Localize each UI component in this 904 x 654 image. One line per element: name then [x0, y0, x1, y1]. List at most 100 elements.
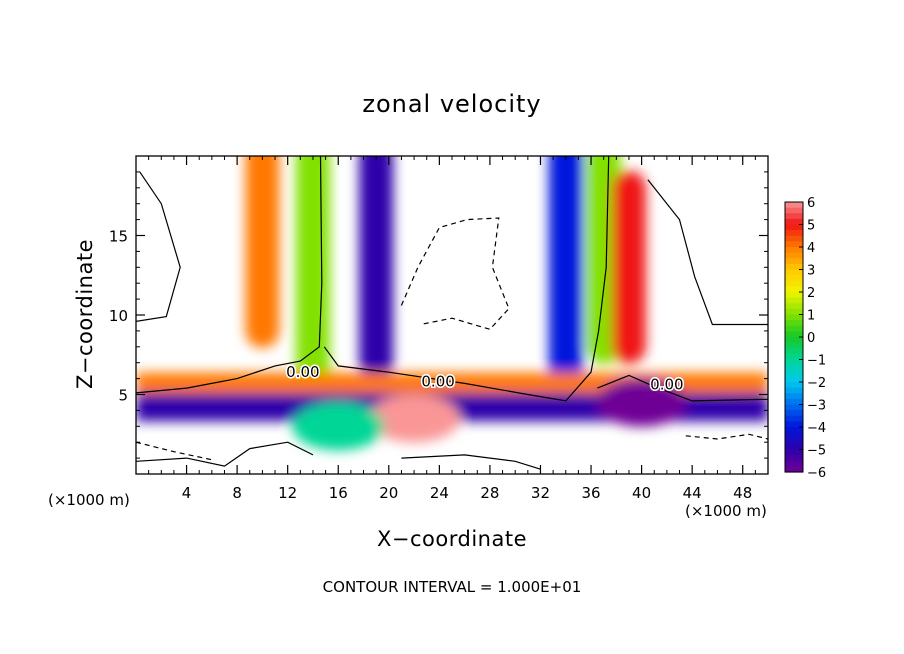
colorbar-segment — [785, 404, 803, 411]
colorbar-segment — [785, 359, 803, 366]
x-tick-label: 28 — [480, 484, 499, 502]
colorbar-segment — [785, 353, 803, 361]
y-axis-title: Z−coordinate — [73, 239, 97, 389]
x-tick-label: 36 — [581, 484, 600, 502]
colorbar-segment — [785, 286, 803, 293]
colorbar-tick-label: −5 — [807, 444, 826, 459]
y-tick-label: 5 — [118, 387, 128, 405]
velocity-field — [136, 156, 768, 451]
colorbar-segment — [785, 314, 803, 321]
colorbar-segment — [785, 308, 803, 316]
zero-contour — [136, 156, 323, 394]
x-tick-label: 12 — [278, 484, 297, 502]
colorbar-segment — [785, 382, 803, 389]
colorbar-segment — [785, 263, 803, 271]
x-tick-label: 44 — [683, 484, 702, 502]
colorbar-segment — [785, 387, 803, 394]
x-tick-label: 48 — [733, 484, 752, 502]
zero-contour — [136, 441, 314, 467]
colorbar-segment — [785, 331, 803, 338]
colorbar: 6 5 4 3 2 1 0 −1 −2 −3 −4 −5 −6 — [784, 196, 826, 481]
colorbar-tick-label: 6 — [807, 196, 815, 211]
x-tick-label: 16 — [329, 484, 348, 502]
x-tick-label: 8 — [232, 484, 242, 502]
colorbar-segment — [785, 252, 803, 259]
colorbar-tick-label: 1 — [807, 309, 815, 324]
colorbar-tick-label: 3 — [807, 264, 815, 279]
colorbar-tick-label: 5 — [807, 219, 815, 234]
colorbar-tick-label: −2 — [807, 376, 826, 391]
colorbar-tick-label: 4 — [807, 241, 815, 256]
zero-contour — [647, 179, 768, 326]
colorbar-segment — [785, 247, 803, 254]
colorbar-segment — [785, 376, 803, 383]
contour-label: 0.00 — [286, 363, 319, 381]
x-tick-label: 24 — [430, 484, 449, 502]
colorbar-segment — [785, 292, 803, 299]
field-blob — [292, 402, 385, 451]
colorbar-segment — [785, 342, 803, 349]
colorbar-segment — [785, 337, 803, 344]
x-tick-label: 40 — [632, 484, 651, 502]
contour-label: 0.00 — [650, 376, 683, 394]
x-unit-label-left: (×1000 m) — [48, 491, 130, 509]
zero-contour — [401, 454, 541, 470]
colorbar-segment — [785, 235, 803, 242]
colorbar-segment — [785, 410, 803, 417]
colorbar-segment — [785, 466, 803, 473]
zero-contour — [400, 217, 510, 330]
zero-contour — [685, 433, 768, 440]
colorbar-segment — [785, 275, 803, 282]
colorbar-segment — [785, 258, 803, 265]
colorbar-segment — [785, 393, 803, 400]
colorbar-segment — [785, 325, 803, 332]
x-tick-label: 4 — [182, 484, 192, 502]
colorbar-segment — [785, 415, 803, 422]
x-tick-label: 32 — [531, 484, 550, 502]
colorbar-tick-label: 2 — [807, 286, 815, 301]
x-axis-title: X−coordinate — [377, 527, 527, 551]
colorbar-segment — [785, 202, 803, 209]
colorbar-segment — [785, 398, 803, 406]
zero-contour — [323, 156, 610, 402]
colorbar-tick-label: −3 — [807, 399, 826, 414]
colorbar-segment — [785, 207, 803, 214]
colorbar-segment — [785, 365, 803, 372]
colorbar-tick-label: 0 — [807, 331, 815, 346]
colorbar-segment — [785, 303, 803, 310]
zero-contour — [136, 441, 212, 461]
colorbar-segment — [785, 213, 803, 220]
colorbar-segment — [785, 280, 803, 287]
colorbar-segment — [785, 269, 803, 276]
colorbar-tick-label: −4 — [807, 421, 826, 436]
colorbar-segment — [785, 218, 803, 226]
zero-contour — [597, 374, 768, 402]
colorbar-segment — [785, 320, 803, 327]
colorbar-segment — [785, 455, 803, 462]
contour-label: 0.00 — [421, 373, 454, 391]
colorbar-segment — [785, 241, 803, 248]
colorbar-segment — [785, 438, 803, 445]
field-blob — [368, 394, 461, 443]
x-unit-label-right: (×1000 m) — [685, 502, 767, 520]
colorbar-segment — [785, 348, 803, 355]
chart-title: zonal velocity — [362, 90, 541, 118]
contour-lines: 0.00 0.00 0.00 — [136, 156, 768, 470]
colorbar-tick-label: −6 — [807, 466, 826, 481]
colorbar-tick-label: −1 — [807, 354, 826, 369]
colorbar-segment — [785, 230, 803, 237]
colorbar-segment — [785, 460, 803, 467]
colorbar-segment — [785, 427, 803, 434]
colorbar-segment — [785, 224, 803, 231]
colorbar-segment — [785, 421, 803, 428]
colorbar-segment — [785, 432, 803, 439]
x-tick-label: 20 — [379, 484, 398, 502]
y-tick-label: 10 — [109, 307, 128, 325]
colorbar-segment — [785, 449, 803, 456]
colorbar-segment — [785, 443, 803, 451]
y-tick-label: 15 — [109, 228, 128, 246]
colorbar-segment — [785, 370, 803, 377]
